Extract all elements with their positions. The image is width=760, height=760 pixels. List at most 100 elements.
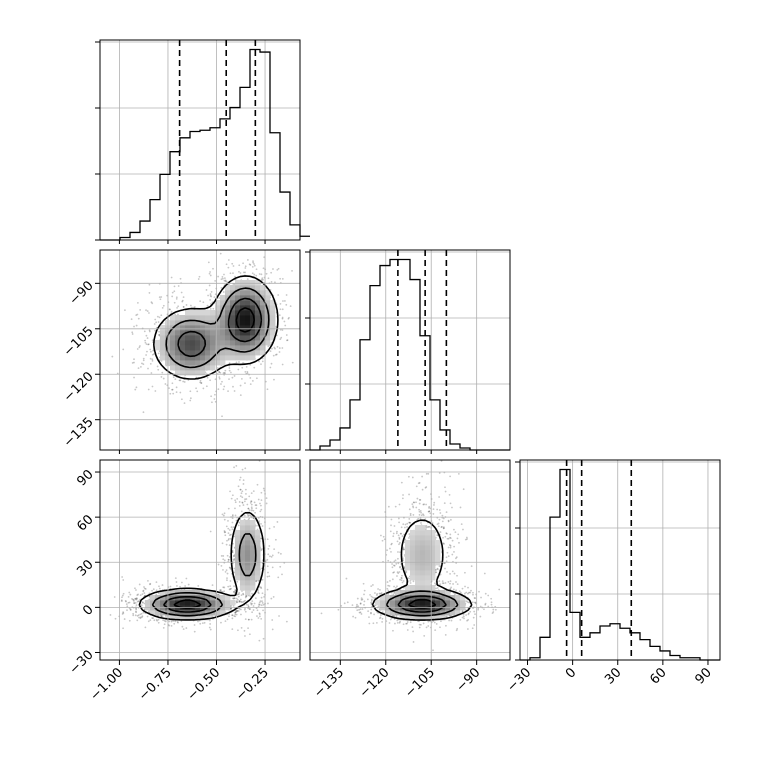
joint-1-2-sample <box>412 580 415 583</box>
joint-1-2-sample <box>439 573 442 576</box>
joint-0-2-density-cell <box>240 565 246 571</box>
joint-1-2-sample <box>461 610 464 613</box>
joint-0-2-sample <box>268 527 271 530</box>
joint-0-2-sample <box>227 585 230 588</box>
joint-0-2-sample <box>233 590 236 593</box>
joint-0-1-sample <box>175 391 178 394</box>
joint-1-2-sample <box>371 584 374 586</box>
joint-0-1-sample <box>281 316 284 319</box>
joint-0-2-sample <box>235 464 238 467</box>
joint-1-2-sample <box>444 582 447 584</box>
joint-1-2-density <box>320 460 501 652</box>
joint-0-1-density-cell <box>185 355 191 361</box>
joint-0-2-density-cell <box>205 615 211 621</box>
joint-0-1-sample <box>131 362 134 364</box>
joint-0-2-density-cell <box>250 560 256 566</box>
joint-0-1-sample <box>249 264 252 266</box>
joint-1-2-sample <box>395 587 397 589</box>
joint-0-2-sample <box>228 534 231 537</box>
joint-0-1-sample <box>178 379 181 382</box>
joint-0-1-density-cell <box>175 350 181 356</box>
joint-0-1-sample <box>189 390 192 393</box>
joint-1-2-sample <box>442 582 445 585</box>
joint-0-1-sample <box>249 377 252 379</box>
joint-0-1-sample <box>281 363 284 366</box>
joint-0-1-sample <box>252 261 255 264</box>
joint-0-1-density-cell <box>220 355 226 361</box>
joint-0-1-sample <box>172 392 175 395</box>
joint-0-2-sample <box>143 587 146 590</box>
joint-0-1-density-cell <box>255 345 261 351</box>
joint-1-2-sample <box>465 591 468 594</box>
joint-0-1-sample <box>258 273 261 275</box>
joint-1-2-sample <box>472 607 474 610</box>
joint-0-1-sample <box>249 383 252 386</box>
joint-0-2-sample <box>256 483 259 486</box>
joint-0-1-sample <box>224 369 227 372</box>
joint-0-1-density-cell <box>270 310 276 316</box>
joint-1-2-sample <box>403 526 406 529</box>
joint-0-1-sample <box>197 278 200 280</box>
joint-1-2-sample <box>449 537 452 540</box>
joint-1-2-sample <box>393 615 396 617</box>
joint-0-2-sample <box>223 559 226 562</box>
joint-1-2-sample <box>438 565 441 568</box>
joint-1-2-sample <box>411 476 414 479</box>
joint-0-1-sample <box>271 347 273 350</box>
joint-0-1-sample <box>223 279 226 282</box>
joint-0-2-density-cell <box>155 595 161 601</box>
joint-0-1-density-cell <box>190 360 196 366</box>
joint-1-2-sample <box>459 591 462 594</box>
joint-0-2-sample <box>247 507 250 510</box>
joint-0-2-density-cell <box>215 610 221 616</box>
joint-1-2-sample <box>415 485 418 488</box>
joint-0-2-sample <box>239 488 242 491</box>
joint-0-2-sample <box>242 504 245 506</box>
joint-1-2-sample <box>420 522 422 524</box>
joint-1-2-sample <box>441 525 443 528</box>
joint-0-2-density-cell <box>205 595 211 601</box>
joint-1-2-sample <box>405 571 408 573</box>
joint-1-2-sample <box>449 475 452 478</box>
joint-0-1-density-cell <box>255 300 261 306</box>
joint-0-2-density-cell <box>190 610 196 616</box>
joint-0-1-sample <box>170 276 173 279</box>
joint-0-1-sample <box>171 388 174 391</box>
joint-1-2-sample <box>441 520 444 523</box>
joint-1-2-sample <box>473 624 476 626</box>
joint-0-1-density-cell <box>220 345 226 351</box>
joint-1-2-sample <box>404 523 407 526</box>
joint-0-1-density-cell <box>220 350 226 356</box>
joint-0-2-sample <box>255 580 258 583</box>
joint-1-2-sample <box>391 578 394 581</box>
joint-1-2-sample <box>428 506 430 509</box>
joint-1-2-sample <box>392 564 395 567</box>
joint-1-2-sample <box>425 486 428 488</box>
joint-0-1-density-cell <box>225 290 231 296</box>
joint-0-1-sample <box>221 275 224 278</box>
joint-0-2-density-cell <box>250 530 256 536</box>
joint-1-2-sample <box>432 649 434 652</box>
joint-0-2-sample <box>157 621 160 624</box>
joint-1-2-sample <box>400 576 403 579</box>
joint-1-2-sample <box>406 526 408 528</box>
joint-0-1-sample <box>216 367 219 369</box>
joint-0-2-sample <box>251 611 254 614</box>
joint-0-1-sample <box>131 331 134 334</box>
joint-1-2-sample <box>363 600 366 603</box>
joint-1-2-sample <box>451 570 454 573</box>
joint-0-2-sample <box>258 520 261 523</box>
joint-0-1-sample <box>246 372 249 375</box>
joint-1-2-sample <box>474 597 477 600</box>
joint-0-1-sample <box>130 318 133 321</box>
joint-0-1-sample <box>224 280 227 283</box>
joint-0-1-density-cell <box>240 315 246 321</box>
joint-1-2-sample <box>403 548 406 551</box>
joint-0-1-density-cell <box>265 290 271 296</box>
joint-0-1-sample <box>133 376 135 379</box>
joint-0-2-sample <box>222 558 225 561</box>
joint-0-1-sample <box>225 280 228 283</box>
joint-0-1-sample <box>144 341 147 344</box>
joint-0-1-sample <box>139 365 142 368</box>
joint-1-2-sample <box>438 509 441 511</box>
